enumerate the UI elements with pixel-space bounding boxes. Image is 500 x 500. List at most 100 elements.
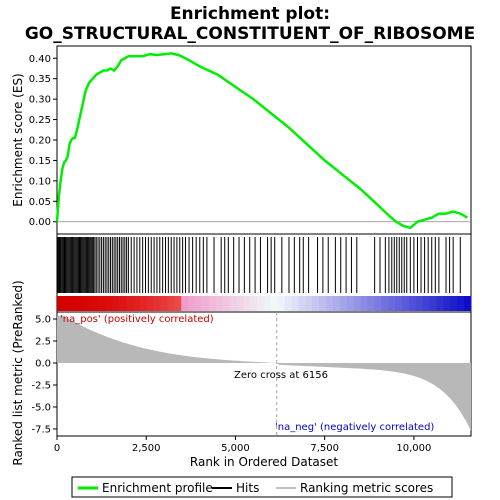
- metric-tick-label: 2.5: [35, 337, 51, 348]
- rank-colorbar: [57, 296, 472, 311]
- colorbar-segment: [271, 296, 278, 311]
- colorbar-segment: [161, 296, 168, 311]
- metric-y-axis-label: Ranked list metric (PreRanked): [11, 280, 25, 465]
- es-tick-label: 0.30: [29, 95, 51, 106]
- hits-marks: [58, 237, 461, 293]
- colorbar-segment: [126, 296, 133, 311]
- x-tick-label: 10,000: [396, 443, 431, 454]
- colorbar-segment: [464, 296, 471, 311]
- colorbar-segment: [402, 296, 409, 311]
- colorbar-segment: [278, 296, 285, 311]
- es-tick-label: 0.05: [29, 197, 51, 208]
- colorbar-segment: [85, 296, 92, 311]
- colorbar-segment: [181, 296, 188, 311]
- es-tick-label: 0.25: [29, 115, 51, 126]
- colorbar-segment: [98, 296, 105, 311]
- es-axis: 0.00 0.05 0.10 0.15 0.20 0.25 0.30 0.35 0.40: [29, 54, 57, 228]
- colorbar-segment: [264, 296, 271, 311]
- metric-tick-label: -2.5: [31, 380, 51, 391]
- colorbar-segment: [243, 296, 250, 311]
- colorbar-segment: [147, 296, 154, 311]
- colorbar-segment: [299, 296, 306, 311]
- colorbar-segment: [92, 296, 99, 311]
- colorbar-segment: [409, 296, 416, 311]
- colorbar-segment: [312, 296, 319, 311]
- chart-title-line2: GO_STRUCTURAL_CONSTITUENT_OF_RIBOSOME: [25, 24, 475, 44]
- colorbar-segment: [250, 296, 257, 311]
- colorbar-segment: [340, 296, 347, 311]
- colorbar-segment: [174, 296, 181, 311]
- es-tick-label: 0.10: [29, 176, 51, 187]
- colorbar-segment: [230, 296, 237, 311]
- colorbar-segment: [430, 296, 437, 311]
- colorbar-segment: [374, 296, 381, 311]
- colorbar-segment: [133, 296, 140, 311]
- colorbar-segment: [257, 296, 264, 311]
- colorbar-segment: [354, 296, 361, 311]
- colorbar-segment: [78, 296, 85, 311]
- legend-profile-label: Enrichment profile: [102, 481, 213, 495]
- es-y-axis-label: Enrichment score (ES): [11, 73, 25, 206]
- colorbar-segment: [57, 296, 64, 311]
- colorbar-segment: [423, 296, 430, 311]
- colorbar-segment: [236, 296, 243, 311]
- colorbar-segment: [292, 296, 299, 311]
- colorbar-segment: [457, 296, 464, 311]
- x-tick-label: 2,500: [132, 443, 161, 454]
- colorbar-segment: [105, 296, 112, 311]
- colorbar-segment: [333, 296, 340, 311]
- metric-tick-label: -7.5: [31, 424, 51, 435]
- colorbar-segment: [167, 296, 174, 311]
- es-tick-label: 0.00: [29, 217, 51, 228]
- colorbar-segment: [202, 296, 209, 311]
- colorbar-segment: [305, 296, 312, 311]
- x-axis: 0 2,500 5,000 7,500 10,000: [54, 436, 432, 454]
- es-tick-label: 0.20: [29, 136, 51, 147]
- colorbar-segment: [395, 296, 402, 311]
- metric-axis: 5.0 2.5 0.0 -2.5 -5.0 -7.5: [31, 315, 57, 436]
- metric-tick-label: -5.0: [31, 402, 51, 413]
- colorbar-segment: [388, 296, 395, 311]
- legend-metric-label: Ranking metric scores: [300, 481, 433, 495]
- x-tick-label: 7,500: [310, 443, 339, 454]
- legend-hits-label: Hits: [236, 481, 259, 495]
- neg-label: 'na_neg' (negatively correlated): [275, 422, 434, 433]
- colorbar-segment: [450, 296, 457, 311]
- es-tick-label: 0.35: [29, 74, 51, 85]
- metric-tick-label: 5.0: [35, 315, 51, 326]
- colorbar-segment: [326, 296, 333, 311]
- colorbar-segment: [361, 296, 368, 311]
- colorbar-segment: [195, 296, 202, 311]
- chart-title-line1: Enrichment plot:: [170, 4, 330, 24]
- colorbar-segment: [140, 296, 147, 311]
- colorbar-segment: [416, 296, 423, 311]
- colorbar-segment: [347, 296, 354, 311]
- metric-tick-label: 0.0: [35, 359, 51, 370]
- colorbar-segment: [443, 296, 450, 311]
- colorbar-segment: [64, 296, 71, 311]
- pos-label: 'na_pos' (positively correlated): [60, 314, 214, 325]
- x-tick-label: 5,000: [221, 443, 250, 454]
- colorbar-segment: [285, 296, 292, 311]
- colorbar-segment: [188, 296, 195, 311]
- enrichment-profile-line: [57, 53, 467, 228]
- colorbar-segment: [437, 296, 444, 311]
- colorbar-segment: [209, 296, 216, 311]
- es-tick-label: 0.15: [29, 156, 51, 167]
- zero-cross-label: Zero cross at 6156: [234, 370, 328, 381]
- es-tick-label: 0.40: [29, 54, 51, 65]
- colorbar-segment: [223, 296, 230, 311]
- x-axis-label: Rank in Ordered Dataset: [190, 455, 338, 469]
- colorbar-segment: [381, 296, 388, 311]
- legend-item-metric: Ranking metric scores: [276, 481, 433, 495]
- colorbar-segment: [71, 296, 78, 311]
- colorbar-segment: [216, 296, 223, 311]
- colorbar-segment: [154, 296, 161, 311]
- colorbar-segment: [119, 296, 126, 311]
- colorbar-segment: [368, 296, 375, 311]
- x-tick-label: 0: [54, 443, 60, 454]
- es-panel-frame: [57, 46, 471, 234]
- colorbar-segment: [112, 296, 119, 311]
- colorbar-segment: [319, 296, 326, 311]
